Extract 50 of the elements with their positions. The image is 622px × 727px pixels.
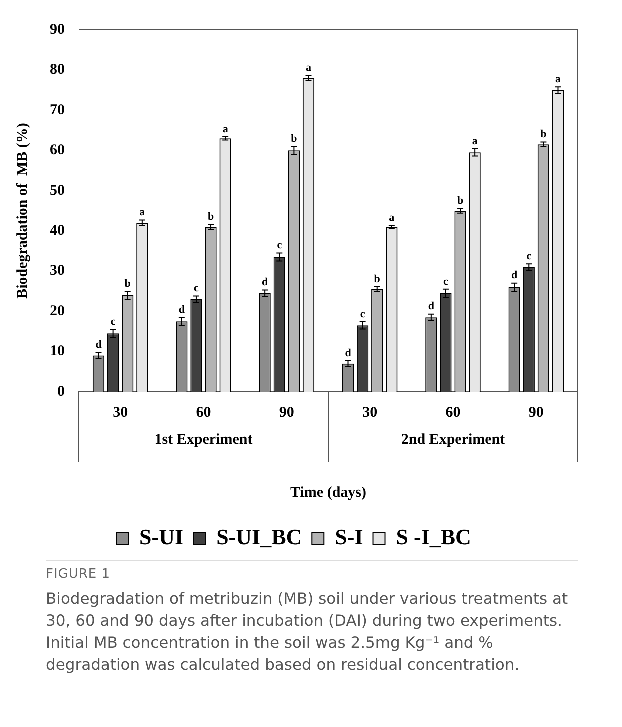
legend-label: S -I_BC <box>396 524 472 550</box>
data-label: b <box>124 278 131 290</box>
data-label: b <box>457 194 464 207</box>
x-tick-label: 30 <box>113 404 128 421</box>
text: Biodegradation of metribuzin (MB) soil under various treatments at 30, 60 and 90 days after incubation (DAI) during two experiments. Initial MB concentration in the soil was 2.5mg Kg⁻¹ and % degradation was calculated based on residual concentration. <box>46 589 570 676</box>
y-tick-label: 20 <box>50 303 65 320</box>
y-tick-label: 70 <box>50 102 65 118</box>
data-label: a <box>389 212 396 224</box>
x-tick-label: 90 <box>279 404 294 421</box>
data-label: c <box>277 240 282 252</box>
y-tick-label: 30 <box>50 263 65 280</box>
data-label: d <box>428 300 434 313</box>
x-tick-label: 90 <box>528 404 544 421</box>
x-tick-label: 30 <box>362 404 378 421</box>
data-label: a <box>306 62 312 74</box>
data-label: b <box>208 211 214 224</box>
data-label: d <box>96 338 102 351</box>
data-label: b <box>291 132 298 145</box>
legend-label: S-UI <box>140 524 184 550</box>
data-label: a <box>140 206 146 219</box>
legend-label: S-I <box>335 524 364 550</box>
y-tick-label: 90 <box>50 22 65 38</box>
caption: FIGURE 1 <box>46 567 112 582</box>
data-label: d <box>178 304 185 316</box>
data-label: c <box>110 316 116 328</box>
y-tick-label: 40 <box>50 222 65 239</box>
x-axis-title: Time (days) <box>290 484 366 501</box>
data-label: a <box>556 73 562 86</box>
data-label: d <box>345 347 352 360</box>
y-tick-label: 50 <box>50 182 65 199</box>
data-label: b <box>374 273 380 286</box>
y-tick-label: 10 <box>50 344 65 360</box>
y-tick-label: 0 <box>58 384 65 400</box>
legend-label: S-UI_BC <box>216 524 302 550</box>
data-label: c <box>360 308 366 320</box>
text: 2nd Experiment <box>401 432 506 448</box>
x-tick-label: 60 <box>196 404 212 421</box>
data-label: a <box>222 123 229 136</box>
y-tick-label: 60 <box>50 142 65 159</box>
text: 1st Experiment <box>154 432 253 448</box>
data-label: c <box>526 250 532 262</box>
data-label: b <box>540 128 547 141</box>
x-tick-label: 60 <box>446 404 461 421</box>
data-label: a <box>472 135 478 148</box>
y-axis-title: Biodegradation of MB (%) <box>14 123 31 299</box>
data-label: c <box>194 282 200 295</box>
data-label: c <box>444 276 449 288</box>
y-tick-label: 80 <box>50 62 65 78</box>
data-label: d <box>512 270 518 282</box>
data-label: d <box>262 276 268 289</box>
